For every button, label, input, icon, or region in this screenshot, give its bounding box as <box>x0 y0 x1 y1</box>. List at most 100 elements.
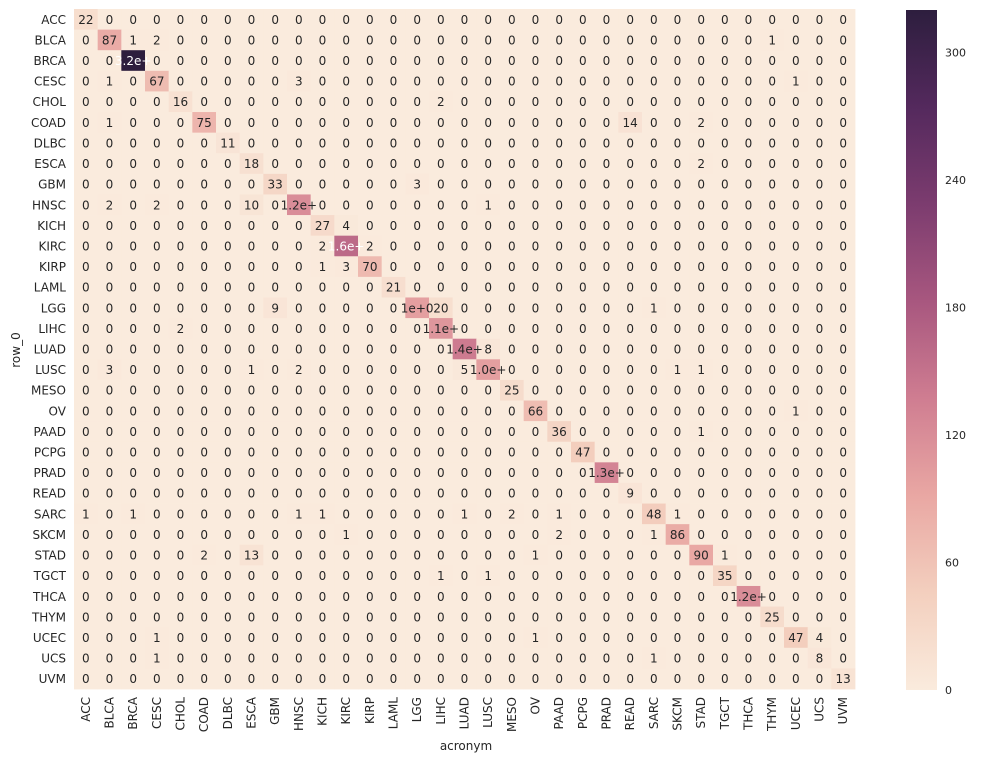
heatmap-cell <box>263 70 288 92</box>
cell-annotation: 0 <box>839 54 847 68</box>
heatmap-cell <box>74 482 99 504</box>
cell-annotation: 0 <box>390 384 398 398</box>
heatmap-cell <box>358 462 383 484</box>
heatmap-cell <box>594 524 619 546</box>
cell-annotation: 0 <box>508 13 516 27</box>
heatmap-cell <box>713 606 738 628</box>
cell-annotation: 0 <box>413 239 421 253</box>
heatmap-cell <box>74 318 99 340</box>
heatmap-cell <box>381 50 406 72</box>
cell-annotation: 0 <box>82 487 90 501</box>
x-tick-label: MESO <box>505 697 519 732</box>
heatmap-cell <box>263 400 288 422</box>
cell-annotation: 0 <box>413 260 421 274</box>
heatmap-cell <box>121 235 146 257</box>
cell-annotation: 0 <box>295 487 303 501</box>
heatmap-cell <box>381 318 406 340</box>
heatmap-cell <box>760 235 785 257</box>
cell-annotation: 0 <box>816 343 824 357</box>
heatmap-cell <box>784 565 809 587</box>
cell-annotation: 27 <box>315 219 330 233</box>
heatmap-cell <box>760 215 785 237</box>
cell-annotation: 0 <box>390 136 398 150</box>
cell-annotation: 0 <box>342 178 350 192</box>
heatmap-cell <box>665 524 690 546</box>
cell-annotation: 0 <box>792 13 800 27</box>
x-tick-label: CESC <box>150 697 164 729</box>
cell-annotation: 0 <box>224 672 232 686</box>
heatmap-cell <box>452 482 477 504</box>
cell-annotation: 0 <box>200 54 208 68</box>
heatmap-cell <box>689 256 714 278</box>
cell-annotation: 0 <box>200 672 208 686</box>
heatmap-cell <box>618 647 643 669</box>
cell-annotation: 1 <box>437 569 445 583</box>
cell-annotation: 70 <box>362 260 377 274</box>
cell-annotation: 0 <box>177 343 185 357</box>
cell-annotation: 0 <box>342 590 350 604</box>
cell-annotation: 0 <box>484 33 492 47</box>
heatmap-cell <box>145 585 170 607</box>
heatmap-cell <box>381 565 406 587</box>
heatmap-cell <box>239 276 264 298</box>
heatmap-cell <box>784 256 809 278</box>
heatmap-cell <box>216 400 241 422</box>
heatmap-cell <box>405 91 430 113</box>
cell-annotation: 0 <box>248 75 256 89</box>
heatmap-cell <box>216 153 241 175</box>
cell-annotation: 0 <box>674 95 682 109</box>
cell-annotation: 0 <box>295 528 303 542</box>
cell-annotation: 0 <box>508 157 516 171</box>
cell-annotation: 0 <box>532 13 540 27</box>
cell-annotation: 0 <box>839 631 847 645</box>
heatmap-cell <box>689 585 714 607</box>
heatmap-cell <box>97 173 122 195</box>
cell-annotation: 0 <box>603 281 611 295</box>
cell-annotation: 0 <box>366 610 374 624</box>
cell-annotation: 0 <box>390 507 398 521</box>
cell-annotation: 0 <box>366 198 374 212</box>
heatmap-cell <box>452 70 477 92</box>
cell-annotation: 0 <box>366 33 374 47</box>
heatmap-cell <box>216 297 241 319</box>
heatmap-cell <box>239 503 264 525</box>
heatmap-cell <box>121 215 146 237</box>
cell-annotation: 0 <box>816 507 824 521</box>
cell-annotation: 0 <box>224 528 232 542</box>
cell-annotation: 0 <box>177 13 185 27</box>
cell-annotation: 3 <box>106 363 114 377</box>
cell-annotation: 0 <box>603 652 611 666</box>
cell-annotation: 0 <box>248 466 256 480</box>
cell-annotation: 0 <box>508 219 516 233</box>
cell-annotation: 0 <box>248 631 256 645</box>
cell-annotation: 0 <box>153 507 161 521</box>
cell-annotation: 0 <box>153 136 161 150</box>
cell-annotation: 0 <box>508 239 516 253</box>
cell-annotation: 0 <box>82 404 90 418</box>
cell-annotation: 0 <box>271 136 279 150</box>
cell-annotation: 0 <box>413 569 421 583</box>
heatmap-cell <box>476 153 501 175</box>
heatmap-cell <box>500 627 525 649</box>
heatmap-cell <box>476 132 501 154</box>
cell-annotation: 0 <box>319 54 327 68</box>
cell-annotation: 0 <box>792 116 800 130</box>
cell-annotation: 18 <box>244 157 259 171</box>
heatmap-cell <box>239 153 264 175</box>
cell-annotation: 0 <box>721 198 729 212</box>
cell-annotation: 22 <box>78 13 93 27</box>
heatmap-cell <box>97 606 122 628</box>
cell-annotation: 0 <box>579 363 587 377</box>
heatmap-cell <box>452 544 477 566</box>
heatmap-cell <box>571 627 596 649</box>
heatmap-cell <box>476 359 501 381</box>
cell-annotation: 0 <box>674 157 682 171</box>
cell-annotation: 0 <box>153 95 161 109</box>
heatmap-cell <box>547 462 572 484</box>
cell-annotation: 0 <box>579 75 587 89</box>
heatmap-cell <box>713 215 738 237</box>
cell-annotation: 0 <box>177 239 185 253</box>
cell-annotation: 0 <box>366 178 374 192</box>
cell-annotation: 0 <box>697 136 705 150</box>
